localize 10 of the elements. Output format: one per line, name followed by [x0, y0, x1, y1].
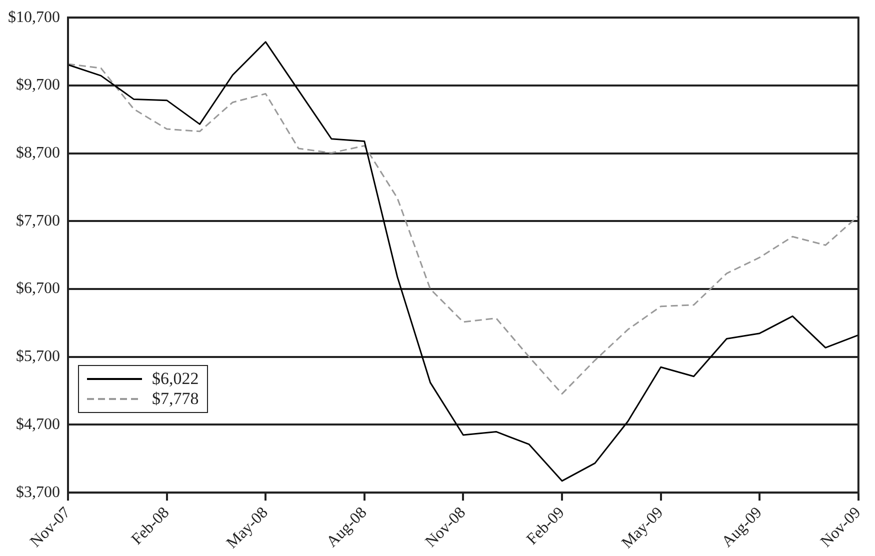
y-tick-label: $8,700 [16, 144, 60, 162]
legend-label: $6,022 [152, 368, 199, 389]
y-tick-label: $3,700 [16, 484, 60, 501]
y-tick-label: $7,700 [16, 212, 60, 230]
y-tick-label: $6,700 [16, 280, 60, 298]
y-tick-label: $5,700 [16, 348, 60, 366]
legend-label: $7,778 [152, 388, 199, 409]
y-tick-label: $9,700 [16, 76, 60, 94]
y-tick-label: $10,700 [8, 8, 60, 26]
y-tick-label: $4,700 [16, 416, 60, 433]
